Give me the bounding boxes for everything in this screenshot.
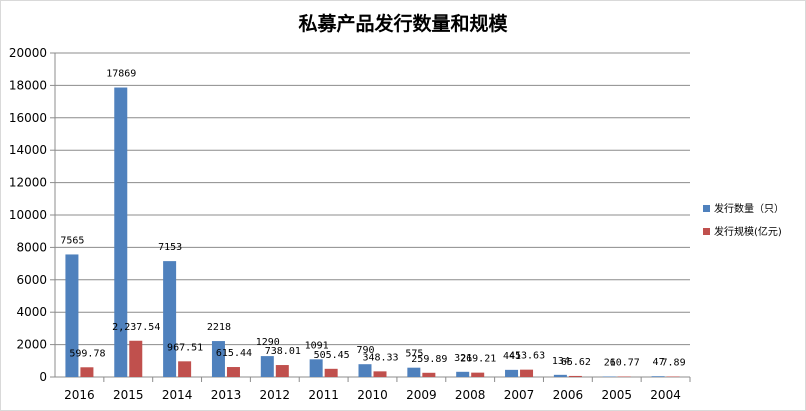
y-tick-label: 0 xyxy=(39,370,47,384)
y-tick-label: 20000 xyxy=(9,46,47,60)
legend-swatch xyxy=(703,205,710,212)
y-tick-label: 6000 xyxy=(16,273,47,287)
bar-scale xyxy=(226,367,240,377)
x-tick-label: 2006 xyxy=(553,388,584,402)
x-tick-label: 2011 xyxy=(308,388,339,402)
x-tick-label: 2004 xyxy=(650,388,681,402)
data-label-count: 321 xyxy=(454,353,472,364)
bar-count xyxy=(505,369,519,377)
data-label-count: 47 xyxy=(653,357,665,368)
bar-scale xyxy=(80,367,94,377)
bars xyxy=(65,87,680,377)
bar-count xyxy=(456,371,470,377)
data-label-count: 1091 xyxy=(305,340,329,351)
data-label-scale: 599.78 xyxy=(69,348,105,359)
x-tick-label: 2014 xyxy=(162,388,193,402)
bar-scale xyxy=(178,361,192,377)
bar-scale xyxy=(324,368,338,377)
x-tick-label: 2012 xyxy=(260,388,291,402)
bar-count xyxy=(211,341,225,377)
y-tick-label: 12000 xyxy=(9,176,47,190)
y-tick-label: 8000 xyxy=(16,240,47,254)
data-label-scale: 7.89 xyxy=(662,358,686,369)
data-label-count: 134 xyxy=(552,356,570,367)
data-label-scale: 348.33 xyxy=(362,352,398,363)
data-label-count: 575 xyxy=(405,349,423,360)
data-label-count: 441 xyxy=(503,351,521,362)
bar-scale xyxy=(666,376,680,377)
chart-title: 私募产品发行数量和规模 xyxy=(298,12,508,35)
data-label-scale: 259.89 xyxy=(411,354,447,365)
x-tick-label: 2008 xyxy=(455,388,486,402)
x-tick-label: 2009 xyxy=(406,388,437,402)
bar-count xyxy=(260,356,274,377)
data-label-scale: 967.51 xyxy=(167,342,203,353)
bar-count xyxy=(65,254,79,377)
x-tick-label: 2005 xyxy=(601,388,632,402)
y-tick-label: 10000 xyxy=(9,208,47,222)
bar-scale xyxy=(520,369,534,377)
y-tick-label: 2000 xyxy=(16,338,47,352)
bar-count xyxy=(309,359,323,377)
grid-lines xyxy=(55,52,690,346)
data-label-scale: 738.01 xyxy=(265,346,301,357)
x-tick-label: 2016 xyxy=(64,388,95,402)
bar-count xyxy=(407,367,421,377)
axes: 0 2000 4000 6000 8000 10000 12000 14000 16000 180… xyxy=(9,46,691,402)
legend-label: 发行规模(亿元) xyxy=(714,225,782,238)
y-tick-label: 16000 xyxy=(9,111,47,125)
data-label-count: 17869 xyxy=(106,69,136,80)
y-tick-label: 18000 xyxy=(9,78,47,92)
data-label-count: 790 xyxy=(356,345,374,356)
legend-label: 发行数量（只） xyxy=(714,202,784,215)
data-label-count: 26 xyxy=(604,358,616,369)
bar-count xyxy=(602,376,616,377)
bar-count xyxy=(651,376,665,377)
y-tick-label: 14000 xyxy=(9,143,47,157)
bar-scale xyxy=(373,371,387,377)
bar-count xyxy=(163,261,177,377)
x-tick-label: 2010 xyxy=(357,388,388,402)
data-label-scale: 453.63 xyxy=(509,351,545,362)
x-tick-label: 2013 xyxy=(211,388,242,402)
data-label-scale: 65.62 xyxy=(561,357,591,368)
bar-scale xyxy=(129,340,143,377)
data-label-scale: 269.21 xyxy=(460,354,496,365)
x-tick-label: 2007 xyxy=(504,388,535,402)
data-label-count: 1290 xyxy=(256,337,280,348)
bar-scale xyxy=(422,372,436,377)
bar-scale xyxy=(471,372,485,377)
data-labels: 7565 599.78 17869 2,237.54 7153 967.51 2218 615… xyxy=(60,69,685,369)
data-label-scale: 615.44 xyxy=(216,348,252,359)
bar-scale xyxy=(568,375,582,377)
bar-count xyxy=(114,87,128,377)
data-label-count: 7153 xyxy=(158,242,182,253)
data-label-count: 7565 xyxy=(60,235,84,246)
data-label-scale: 10.77 xyxy=(610,358,640,369)
legend-swatch xyxy=(703,228,710,235)
bar-count xyxy=(358,364,372,377)
bar-count xyxy=(553,374,567,377)
bar-scale xyxy=(617,376,631,377)
bar-scale xyxy=(275,365,289,377)
x-tick-label: 2015 xyxy=(113,388,144,402)
y-tick-label: 4000 xyxy=(16,305,47,319)
data-label-scale: 2,237.54 xyxy=(112,322,160,333)
data-label-count: 2218 xyxy=(207,322,231,333)
data-label-scale: 505.45 xyxy=(314,350,350,361)
legend: 发行数量（只） 发行规模(亿元) xyxy=(703,202,784,238)
